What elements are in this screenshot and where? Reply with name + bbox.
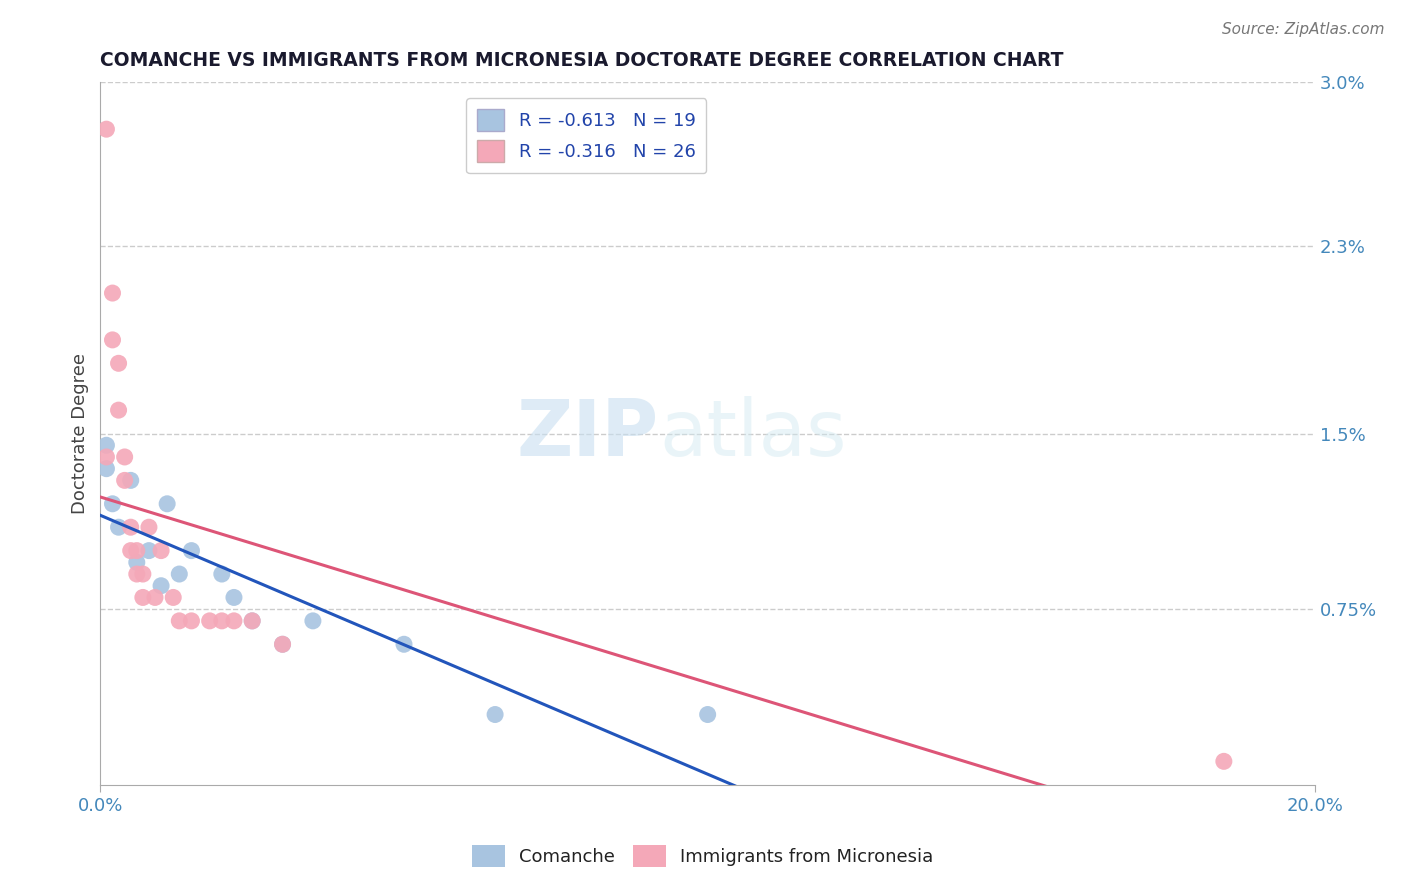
Legend: R = -0.613   N = 19, R = -0.316   N = 26: R = -0.613 N = 19, R = -0.316 N = 26 [467,98,706,173]
Point [107,356,129,370]
Point [120,520,142,534]
Point [138,543,160,558]
Y-axis label: Doctorate Degree: Doctorate Degree [72,353,89,514]
Point [222,614,245,628]
Point [271,637,294,651]
Point [211,614,233,628]
Point [107,520,129,534]
Point [96,450,118,464]
Point [484,707,506,722]
Point [132,591,155,605]
Point [198,614,221,628]
Point [138,520,160,534]
Text: ZIP: ZIP [517,395,659,472]
Point [392,637,415,651]
Point [101,286,124,301]
Text: Source: ZipAtlas.com: Source: ZipAtlas.com [1222,22,1385,37]
Point [150,579,173,593]
Text: COMANCHE VS IMMIGRANTS FROM MICRONESIA DOCTORATE DEGREE CORRELATION CHART: COMANCHE VS IMMIGRANTS FROM MICRONESIA D… [100,51,1064,70]
Point [169,567,191,582]
Point [96,461,118,475]
Point [1212,755,1234,769]
Point [125,567,148,582]
Point [120,543,142,558]
Text: atlas: atlas [659,395,846,472]
Point [211,567,233,582]
Point [156,497,179,511]
Point [96,438,118,452]
Point [240,614,263,628]
Point [125,555,148,569]
Point [696,707,718,722]
Point [132,567,155,582]
Point [271,637,294,651]
Point [162,591,184,605]
Point [180,614,202,628]
Point [107,403,129,417]
Point [96,122,118,136]
Point [240,614,263,628]
Point [222,591,245,605]
Point [114,474,136,488]
Point [302,614,325,628]
Point [120,474,142,488]
Point [169,614,191,628]
Point [101,497,124,511]
Point [143,591,166,605]
Legend: Comanche, Immigrants from Micronesia: Comanche, Immigrants from Micronesia [465,838,941,874]
Point [101,333,124,347]
Point [180,543,202,558]
Point [150,543,173,558]
Point [125,543,148,558]
Point [114,450,136,464]
